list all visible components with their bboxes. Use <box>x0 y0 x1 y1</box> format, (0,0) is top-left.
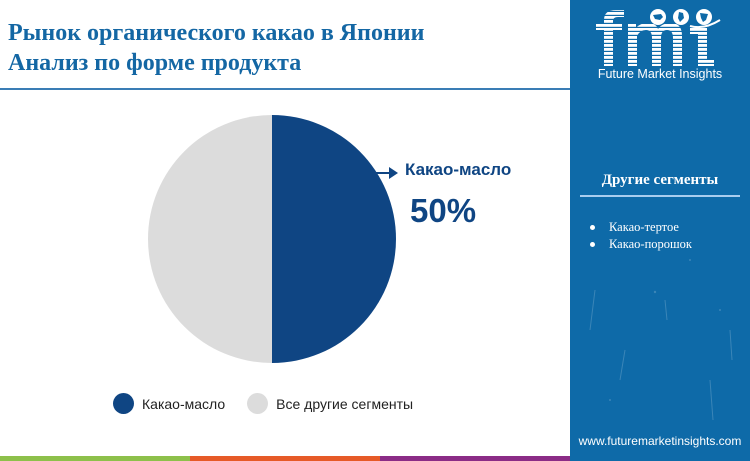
legend-swatch-cocoa-butter <box>113 393 134 414</box>
panel-texture <box>589 259 733 421</box>
fmi-logo-icon <box>596 9 721 66</box>
title-divider <box>0 88 570 90</box>
pie-slice-cocoa-butter <box>272 115 396 363</box>
legend-item-cocoa-butter: Какао-масло <box>113 393 225 414</box>
segment-item: Какао-порошок <box>590 236 692 253</box>
other-segments-list: Какао-тертое Какао-порошок <box>590 219 692 253</box>
brand-name: Future Market Insights <box>597 67 723 81</box>
segment-label: Какао-тертое <box>609 220 679 234</box>
callout-value: 50% <box>410 192 477 229</box>
bullet-icon <box>590 225 595 230</box>
bullet-icon <box>590 242 595 247</box>
website-link[interactable]: www.futuremarketinsights.com <box>578 434 742 448</box>
legend-item-other-segments: Все другие сегменты <box>247 393 413 414</box>
footer-stripe-green <box>0 456 190 461</box>
pie-slice-other-segments <box>148 115 272 363</box>
chart-title: Рынок органического какао в Японии Анали… <box>8 18 568 78</box>
footer-stripe-orange <box>190 456 380 461</box>
segments-divider <box>580 195 740 197</box>
chart-legend: Какао-масло Все другие сегменты <box>113 393 435 414</box>
side-panel: Future Market Insights Другие сегменты К… <box>570 0 750 461</box>
footer-stripe-purple <box>380 456 570 461</box>
other-segments-title: Другие сегменты <box>601 172 719 188</box>
title-line-1: Рынок органического какао в Японии <box>8 20 425 46</box>
legend-label: Все другие сегменты <box>276 395 414 412</box>
segment-item: Какао-тертое <box>590 219 692 236</box>
arrow-right-icon <box>375 167 398 179</box>
legend-label: Какао-масло <box>142 395 226 412</box>
pie-chart <box>148 115 396 363</box>
callout-label: Какао-масло <box>405 160 512 179</box>
title-line-2: Анализ по форме продукта <box>8 50 302 76</box>
legend-swatch-other-segments <box>247 393 269 414</box>
segment-label: Какао-порошок <box>609 237 692 251</box>
